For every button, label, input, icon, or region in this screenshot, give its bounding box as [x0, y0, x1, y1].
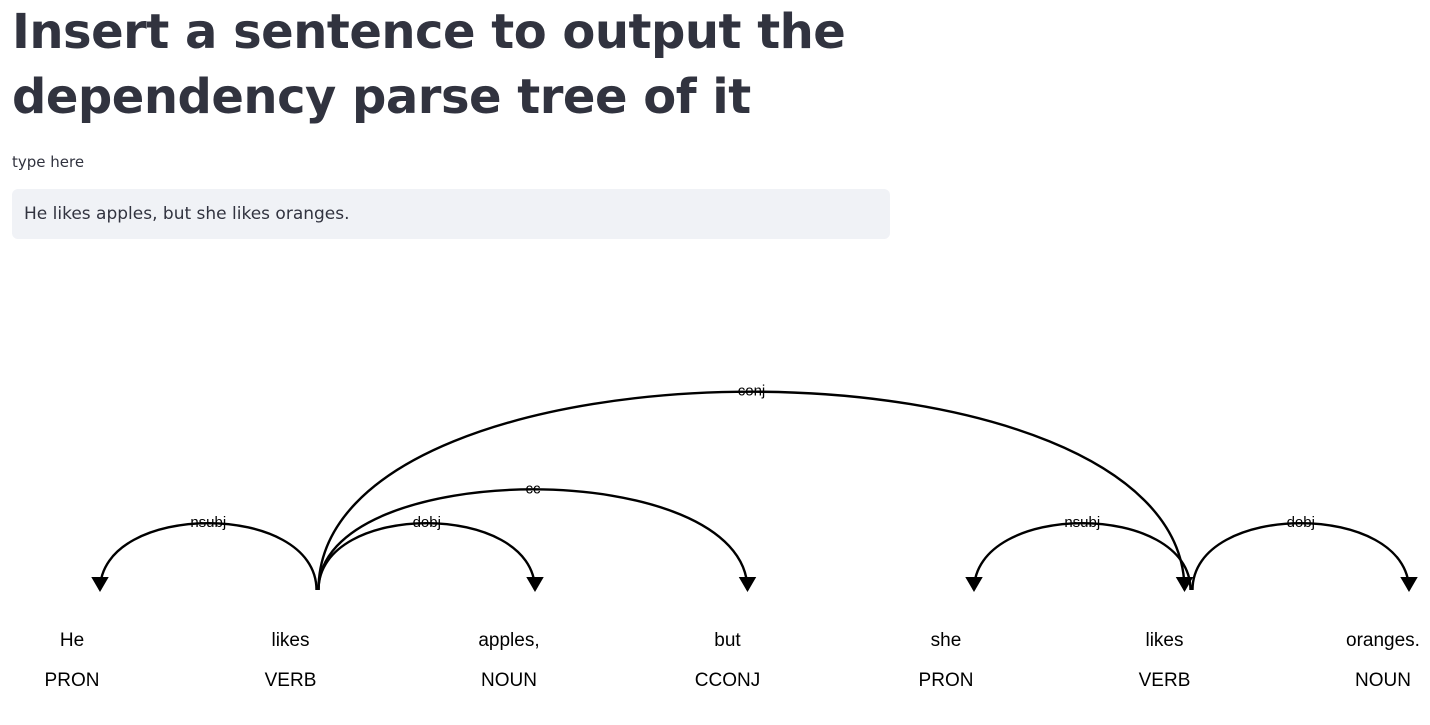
arcs-layer: nsubj dobj cc conj nsubj dobj: [91, 383, 1418, 592]
arc-conj: [317, 390, 1186, 591]
token-word: He: [60, 630, 84, 651]
token-word: likes: [271, 630, 309, 651]
token-tag: VERB: [1139, 670, 1191, 691]
arc-dobj: [1191, 521, 1411, 591]
token-tag: PRON: [919, 670, 974, 691]
token-tag: VERB: [265, 670, 317, 691]
token-tag: NOUN: [481, 670, 537, 691]
arc-nsubj: [972, 521, 1192, 591]
arrow-head: [526, 577, 544, 592]
arc-label: dobj: [413, 514, 441, 531]
arrow-head: [1400, 577, 1418, 592]
arrow-head: [738, 577, 757, 592]
token-tag: CCONJ: [695, 670, 760, 691]
tokens-layer: He PRON likes VERB apples, NOUN but CCONJ she PRO…: [45, 630, 1420, 691]
token-word: likes: [1145, 630, 1183, 651]
token-tag: PRON: [45, 670, 100, 691]
dependency-parse-tree: nsubj dobj cc conj nsubj dobj He PRON likes VERB…: [45, 383, 1420, 691]
page-title: Insert a sentence to output the dependen…: [12, 4, 846, 125]
arrow-head: [91, 577, 109, 592]
arc-label: nsubj: [190, 514, 226, 531]
arrow-head: [1175, 577, 1194, 592]
input-label: type here: [12, 153, 85, 171]
arc-label: cc: [526, 480, 542, 497]
arc-label: dobj: [1287, 514, 1315, 531]
arc-label: nsubj: [1064, 514, 1100, 531]
arc-dobj: [317, 521, 537, 591]
token-word: apples,: [478, 630, 539, 651]
token-word: she: [931, 630, 962, 651]
arrow-head: [965, 577, 983, 592]
sentence-input[interactable]: [12, 189, 890, 239]
token-word: oranges.: [1346, 630, 1420, 651]
arc-nsubj: [98, 521, 318, 591]
token-tag: NOUN: [1355, 670, 1411, 691]
token-word: but: [714, 630, 741, 651]
arc-label: conj: [738, 383, 766, 400]
arc-cc: [317, 488, 749, 591]
